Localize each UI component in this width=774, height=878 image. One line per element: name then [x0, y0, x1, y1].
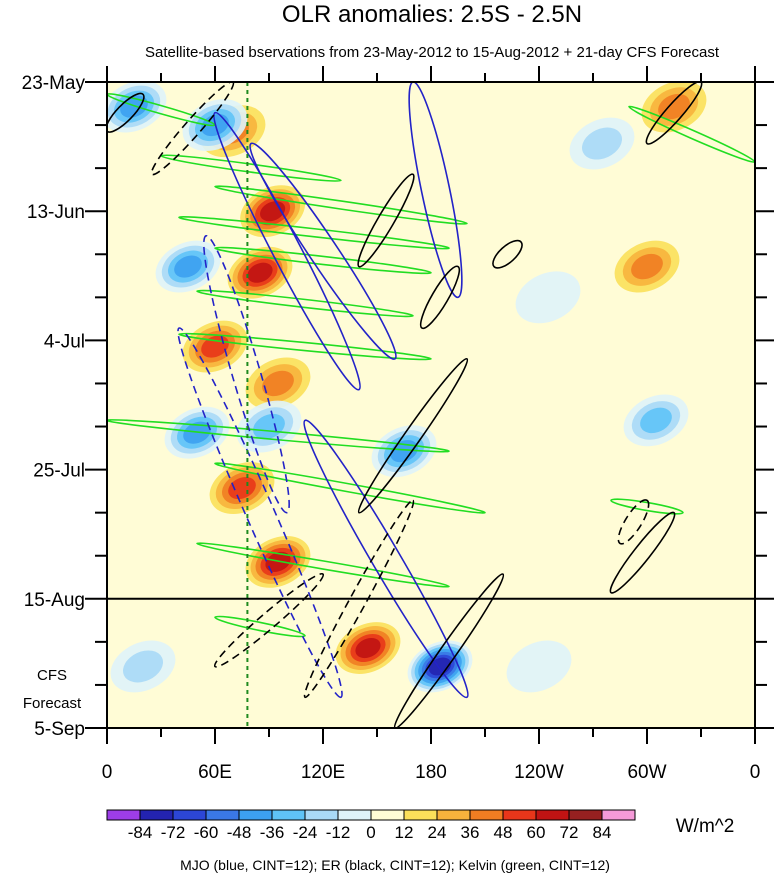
er-contour-8	[645, 82, 703, 145]
mjo-contour-5	[303, 419, 469, 699]
chart-subtitle: Satellite-based bservations from 23-May-…	[145, 44, 720, 61]
mjo-contour-3	[203, 234, 290, 514]
colorbar: -84 -72 -60 -48 -36 -24 -12 0 12 24 36 48 60 72 84	[106, 809, 636, 842]
colorbar-swatch-15	[601, 809, 636, 821]
colorbar-label-11: 48	[494, 823, 513, 842]
anomaly-blob-20-level-2	[122, 650, 164, 683]
colorbar-label-14: 84	[593, 823, 612, 842]
y-tick-label-1: 13-Jun	[27, 202, 85, 223]
colorbar-swatch-7	[337, 809, 372, 821]
colorbar-swatch-0	[106, 809, 141, 821]
y-tick-label-5: 5-Sep	[34, 719, 85, 740]
wave-filter-contours	[107, 82, 755, 728]
colorbar-label-7: 0	[366, 823, 375, 842]
er-contour-9	[609, 511, 676, 594]
kelvin-contour-2	[214, 185, 468, 225]
colorbar-label-13: 72	[560, 823, 579, 842]
colorbar-swatch-4	[238, 809, 273, 821]
er-contour-4	[357, 357, 469, 514]
anomaly-blob-7-level-5	[355, 637, 381, 659]
anomaly-blob-19-level-1	[515, 271, 581, 324]
x-tick-label-5: 60W	[627, 762, 666, 783]
colorbar-swatch-8	[370, 809, 405, 821]
colorbar-label-10: 36	[461, 823, 480, 842]
kelvin-contour-9	[196, 542, 450, 588]
er-contour-2	[357, 173, 415, 268]
colorbar-label-5: -24	[293, 823, 318, 842]
anomaly-blob-10-level-4	[174, 255, 202, 278]
colorbar-swatch-11	[469, 809, 504, 821]
kelvin-contour-10	[214, 615, 306, 638]
x-tick-label-0: 0	[102, 762, 113, 783]
chart-title: OLR anomalies: 2.5S - 2.5N	[282, 1, 582, 28]
er-contour-5	[303, 499, 415, 699]
anomaly-blob-18-level-2	[581, 127, 623, 160]
y-tick-label-4: 15-Aug	[24, 590, 85, 611]
colorbar-label-0: -84	[128, 823, 153, 842]
colorbar-swatch-2	[172, 809, 207, 821]
anomaly-blob-17-level-3	[640, 407, 672, 434]
x-tick-label-6: 0	[750, 762, 761, 783]
er-contour-3	[419, 265, 461, 330]
er-contour-10	[617, 499, 650, 545]
colorbar-label-4: -36	[260, 823, 285, 842]
colorbar-swatch-13	[535, 809, 570, 821]
kelvin-contour-8	[214, 462, 486, 514]
kelvin-contour-4	[214, 246, 432, 275]
kelvin-contour-11	[628, 105, 755, 164]
anomaly-blob-16-level-3	[658, 93, 690, 120]
contour-footnote: MJO (blue, CINT=12); ER (black, CINT=12)…	[180, 857, 610, 873]
anomaly-blob-15-level-3	[631, 253, 663, 280]
colorbar-swatch-9	[403, 809, 438, 821]
forecast-label-line-1: CFS	[37, 667, 67, 684]
er-contour-1	[150, 82, 235, 176]
x-tick-label-1: 60E	[198, 762, 232, 783]
kelvin-contour-6	[178, 332, 432, 361]
colorbar-swatch-5	[271, 809, 306, 821]
x-axis: 0 60E 120E 180 120W 60W 0	[102, 66, 761, 783]
er-contour-11	[492, 239, 523, 269]
anomaly-blob-1-level-5	[247, 262, 273, 283]
anomaly-blob-12-level-3	[253, 413, 285, 440]
anomaly-blob-4-level-3	[262, 370, 294, 397]
colorbar-swatch-3	[205, 809, 240, 821]
mjo-contour-2	[249, 142, 397, 360]
colorbar-swatch-6	[304, 809, 339, 821]
colorbar-swatch-10	[436, 809, 471, 821]
anomaly-blob-21-level-1	[506, 640, 572, 693]
mjo-contour-0	[213, 111, 361, 391]
mjo-contour-1	[177, 327, 343, 699]
colorbar-swatch-14	[568, 809, 603, 821]
colorbar-units: W/m^2	[676, 816, 735, 837]
anomaly-blob-6-level-4	[228, 477, 256, 500]
plot-area	[107, 82, 755, 728]
colorbar-swatch-12	[502, 809, 537, 821]
y-tick-label-3: 25-Jul	[33, 461, 85, 482]
y-axis: 23-May 13-Jun 4-Jul 25-Jul 15-Aug 5-Sep	[22, 73, 774, 740]
x-tick-label-2: 120E	[301, 762, 345, 783]
colorbar-label-9: 24	[428, 823, 447, 842]
colorbar-label-2: -60	[194, 823, 219, 842]
colorbar-label-8: 12	[395, 823, 414, 842]
er-contour-0	[107, 92, 145, 133]
colorbar-label-12: 60	[527, 823, 546, 842]
kelvin-contour-3	[178, 216, 450, 250]
forecast-label-line-2: Forecast	[23, 695, 82, 712]
x-tick-label-3: 180	[415, 762, 447, 783]
x-tick-label-4: 120W	[514, 762, 564, 783]
y-tick-label-2: 4-Jul	[44, 331, 85, 352]
er-contour-7	[213, 572, 325, 668]
y-tick-label-0: 23-May	[22, 73, 86, 94]
kelvin-contour-5	[196, 289, 414, 318]
colorbar-label-6: -12	[326, 823, 351, 842]
colorbar-label-1: -72	[161, 823, 186, 842]
colorbar-swatch-1	[139, 809, 174, 821]
colorbar-label-3: -48	[227, 823, 252, 842]
